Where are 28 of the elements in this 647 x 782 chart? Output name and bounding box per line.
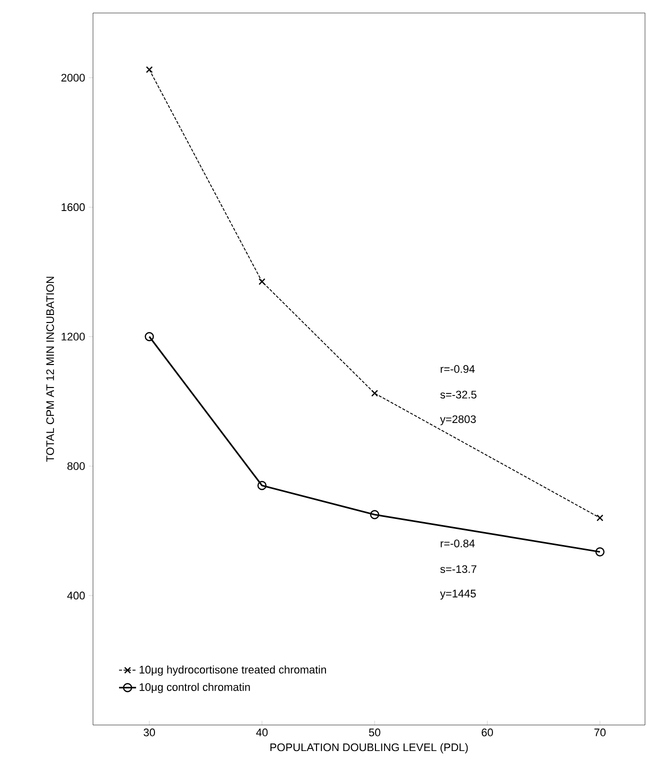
- x-tick-label: 50: [368, 728, 380, 736]
- legend-label: 10μg hydrocortisone treated chromatin: [140, 666, 326, 676]
- x-axis-title: POPULATION DOUBLING LEVEL (PDL): [270, 743, 468, 754]
- point: [371, 390, 378, 397]
- x-tick-label: 60: [482, 728, 493, 736]
- x-tick-label: 30: [144, 728, 155, 736]
- x-tick-label: 70: [594, 728, 606, 736]
- annotation: s=-13.7: [440, 565, 476, 573]
- y-tick-label: 2000: [61, 74, 85, 82]
- y-tick-label: 400: [67, 592, 85, 600]
- annotation: s=-32.5: [440, 390, 476, 399]
- annotation: y=1445: [440, 590, 476, 600]
- y-tick-label: 800: [67, 462, 85, 470]
- y-tick-label: 1200: [62, 332, 85, 341]
- point: [370, 510, 380, 520]
- y-axis-title: TOTAL CPM AT 12 MIN INCUBATION: [46, 276, 54, 462]
- annotation: r=-0.84: [440, 540, 475, 548]
- point: [595, 547, 605, 556]
- x-tick-label: 40: [256, 728, 268, 736]
- y-tick-label: 1600: [62, 203, 85, 212]
- point: [258, 278, 266, 286]
- point: [596, 514, 604, 522]
- annotation: y=2803: [440, 415, 476, 426]
- legend-label: 10μg control chromatin: [140, 682, 250, 694]
- point: [257, 480, 267, 490]
- annotation: r=-0.94: [440, 365, 475, 373]
- point: [144, 332, 154, 342]
- point: [146, 66, 153, 74]
